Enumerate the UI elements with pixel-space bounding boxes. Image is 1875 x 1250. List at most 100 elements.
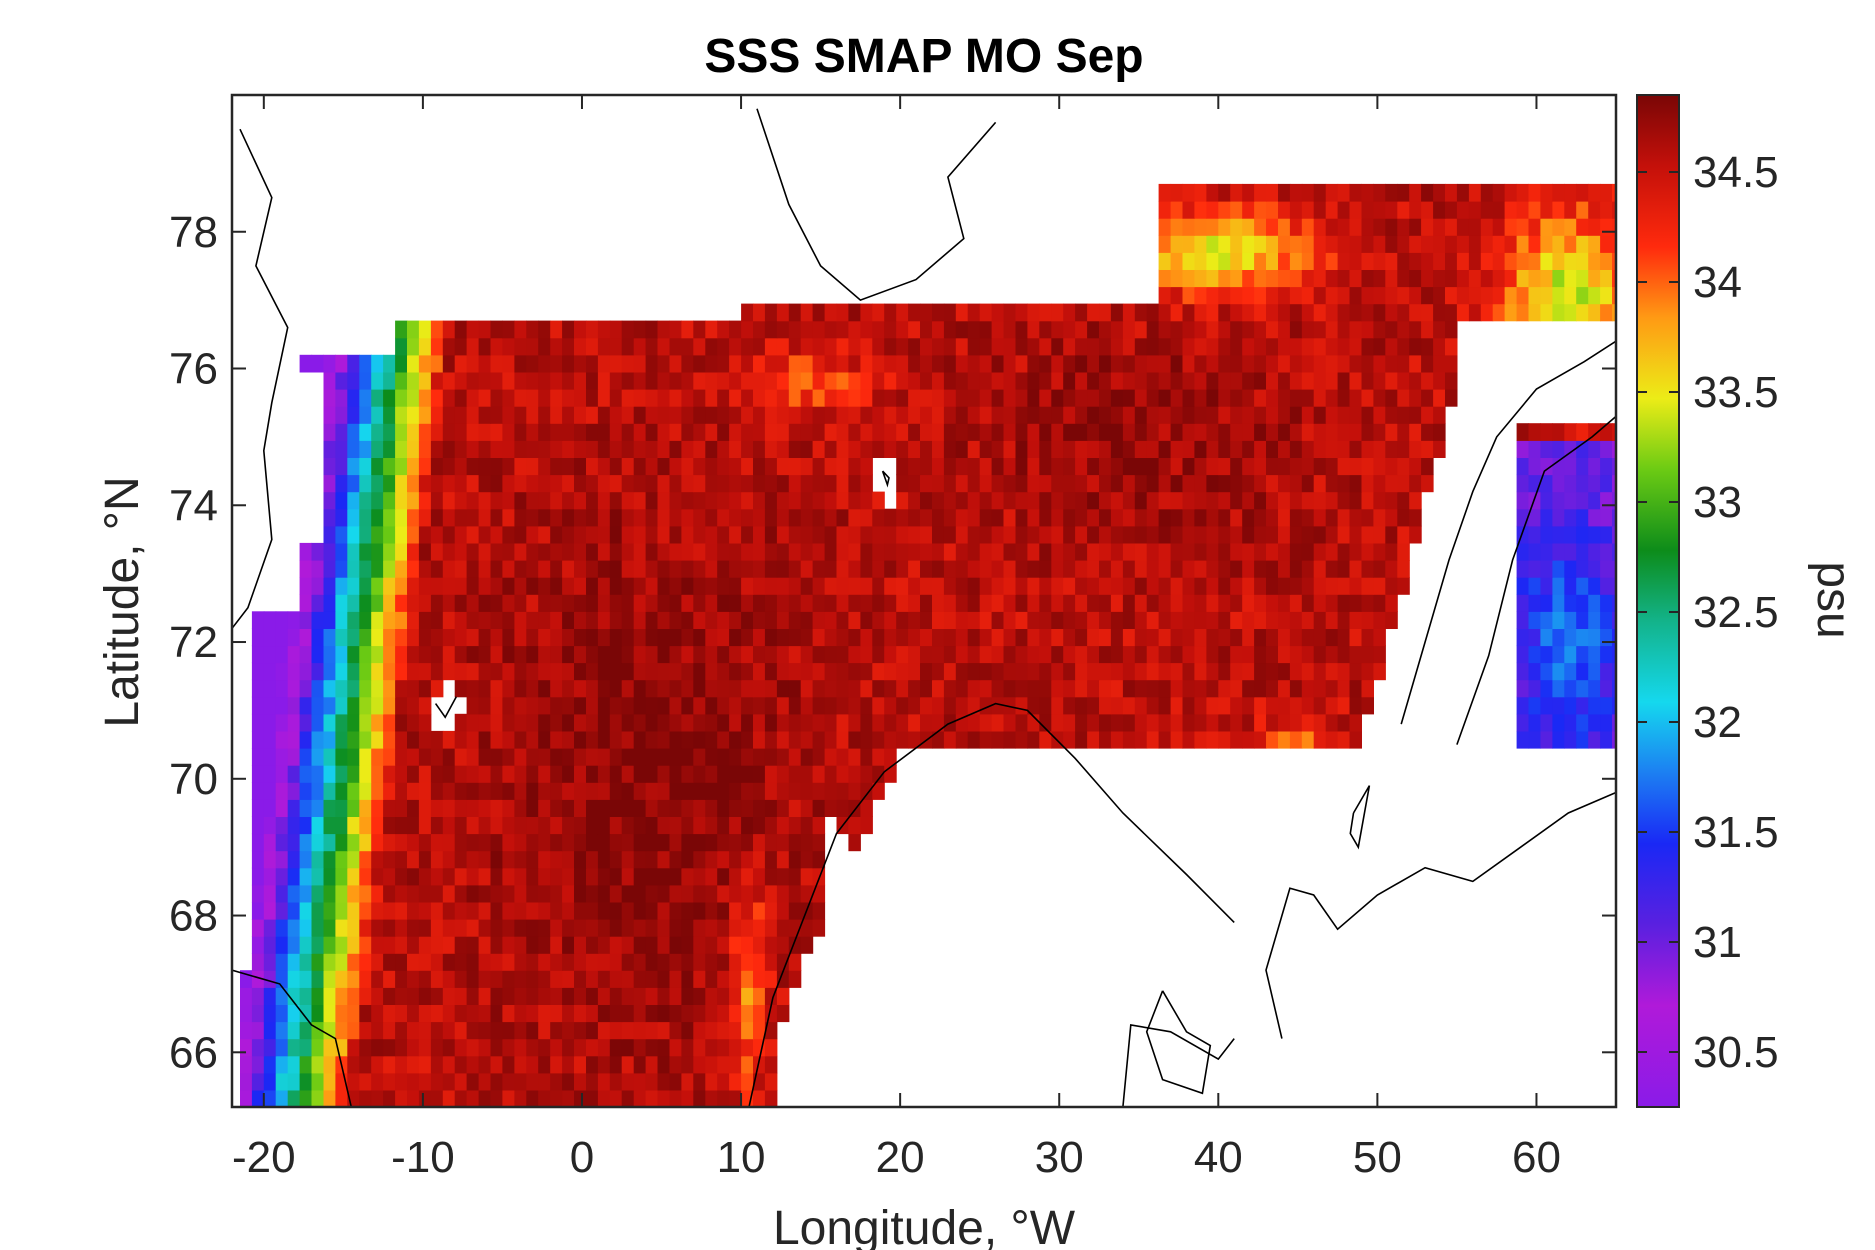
- salinity-cell: [717, 970, 730, 988]
- salinity-cell: [1278, 457, 1291, 476]
- salinity-cell: [275, 919, 289, 937]
- salinity-cell: [1194, 713, 1207, 732]
- salinity-cell: [1612, 201, 1616, 219]
- salinity-cell: [430, 833, 444, 852]
- salinity-cell: [586, 1021, 599, 1040]
- x-tick-label: 60: [1512, 1133, 1561, 1182]
- salinity-cell: [1134, 525, 1148, 544]
- salinity-cell: [430, 850, 444, 869]
- salinity-cell: [586, 371, 599, 390]
- salinity-cell: [1170, 218, 1184, 236]
- salinity-cell: [383, 577, 396, 595]
- salinity-cell: [609, 730, 623, 749]
- salinity-cell: [979, 662, 993, 681]
- salinity-cell: [633, 525, 647, 544]
- salinity-cell: [251, 833, 265, 852]
- salinity-cell: [1301, 286, 1315, 305]
- salinity-cell: [800, 628, 814, 647]
- salinity-cell: [1015, 423, 1028, 441]
- salinity-cell: [263, 884, 277, 903]
- salinity-cell: [478, 491, 492, 510]
- salinity-cell: [299, 884, 313, 903]
- salinity-cell: [741, 662, 754, 681]
- salinity-cell: [359, 406, 372, 424]
- salinity-cell: [1289, 440, 1303, 458]
- salinity-cell: [1242, 577, 1255, 595]
- salinity-cell: [633, 1004, 647, 1023]
- salinity-cell: [1313, 252, 1327, 270]
- salinity-cell: [1289, 474, 1303, 493]
- salinity-cell: [633, 884, 647, 903]
- salinity-cell: [788, 560, 802, 578]
- salinity-cell: [490, 577, 503, 595]
- salinity-cell: [1445, 389, 1458, 407]
- salinity-cell: [1349, 474, 1362, 493]
- salinity-cell: [263, 970, 277, 988]
- salinity-cell: [1158, 201, 1172, 219]
- salinity-cell: [1349, 491, 1362, 510]
- salinity-cell: [418, 765, 432, 783]
- salinity-cell: [1218, 235, 1231, 253]
- salinity-cell: [1373, 406, 1386, 424]
- salinity-cell: [717, 919, 730, 937]
- salinity-cell: [1445, 371, 1458, 390]
- salinity-cell: [1373, 491, 1386, 510]
- salinity-cell: [514, 474, 527, 493]
- salinity-cell: [1552, 508, 1565, 527]
- salinity-cell: [1218, 354, 1231, 373]
- salinity-cell: [1540, 628, 1553, 647]
- salinity-cell: [645, 508, 659, 527]
- salinity-cell: [1266, 183, 1279, 202]
- salinity-cell: [729, 474, 742, 493]
- salinity-cell: [657, 594, 670, 612]
- salinity-cell: [395, 594, 408, 612]
- salinity-cell: [1146, 645, 1160, 664]
- salinity-cell: [466, 867, 480, 886]
- salinity-cell: [586, 491, 599, 510]
- salinity-cell: [621, 491, 635, 510]
- salinity-cell: [586, 901, 599, 920]
- salinity-cell: [979, 577, 993, 595]
- salinity-cell: [717, 901, 730, 920]
- salinity-cell: [251, 662, 265, 681]
- salinity-cell: [1170, 269, 1184, 288]
- salinity-cell: [1385, 320, 1398, 339]
- salinity-cell: [1552, 662, 1565, 681]
- salinity-cell: [1242, 303, 1255, 322]
- salinity-cell: [753, 406, 766, 424]
- salinity-cell: [669, 679, 682, 698]
- salinity-cell: [705, 1004, 718, 1023]
- salinity-cell: [1409, 183, 1422, 202]
- salinity-cell: [1063, 560, 1076, 578]
- salinity-cell: [586, 953, 599, 971]
- salinity-cell: [371, 782, 384, 800]
- salinity-cell: [932, 577, 945, 595]
- salinity-cell: [586, 919, 599, 937]
- salinity-cell: [1337, 320, 1351, 339]
- salinity-cell: [1278, 235, 1291, 253]
- salinity-cell: [263, 628, 277, 647]
- salinity-cell: [753, 953, 766, 971]
- salinity-cell: [1349, 371, 1362, 390]
- salinity-cell: [741, 457, 754, 476]
- salinity-cell: [1015, 679, 1028, 698]
- salinity-cell: [1158, 303, 1172, 322]
- salinity-cell: [514, 577, 527, 595]
- salinity-cell: [848, 730, 861, 749]
- salinity-cell: [311, 679, 324, 698]
- salinity-cell: [371, 406, 384, 424]
- salinity-cell: [1337, 594, 1351, 612]
- salinity-cell: [586, 850, 599, 869]
- salinity-cell: [550, 525, 563, 544]
- salinity-cell: [1373, 645, 1386, 664]
- salinity-cell: [311, 884, 324, 903]
- salinity-cell: [705, 1021, 718, 1040]
- salinity-cell: [347, 919, 360, 937]
- salinity-cell: [705, 560, 718, 578]
- salinity-cell: [478, 474, 492, 493]
- salinity-cell: [729, 1021, 742, 1040]
- salinity-cell: [597, 970, 611, 988]
- salinity-cell: [359, 953, 372, 971]
- salinity-cell: [657, 867, 670, 886]
- salinity-cell: [1015, 696, 1028, 715]
